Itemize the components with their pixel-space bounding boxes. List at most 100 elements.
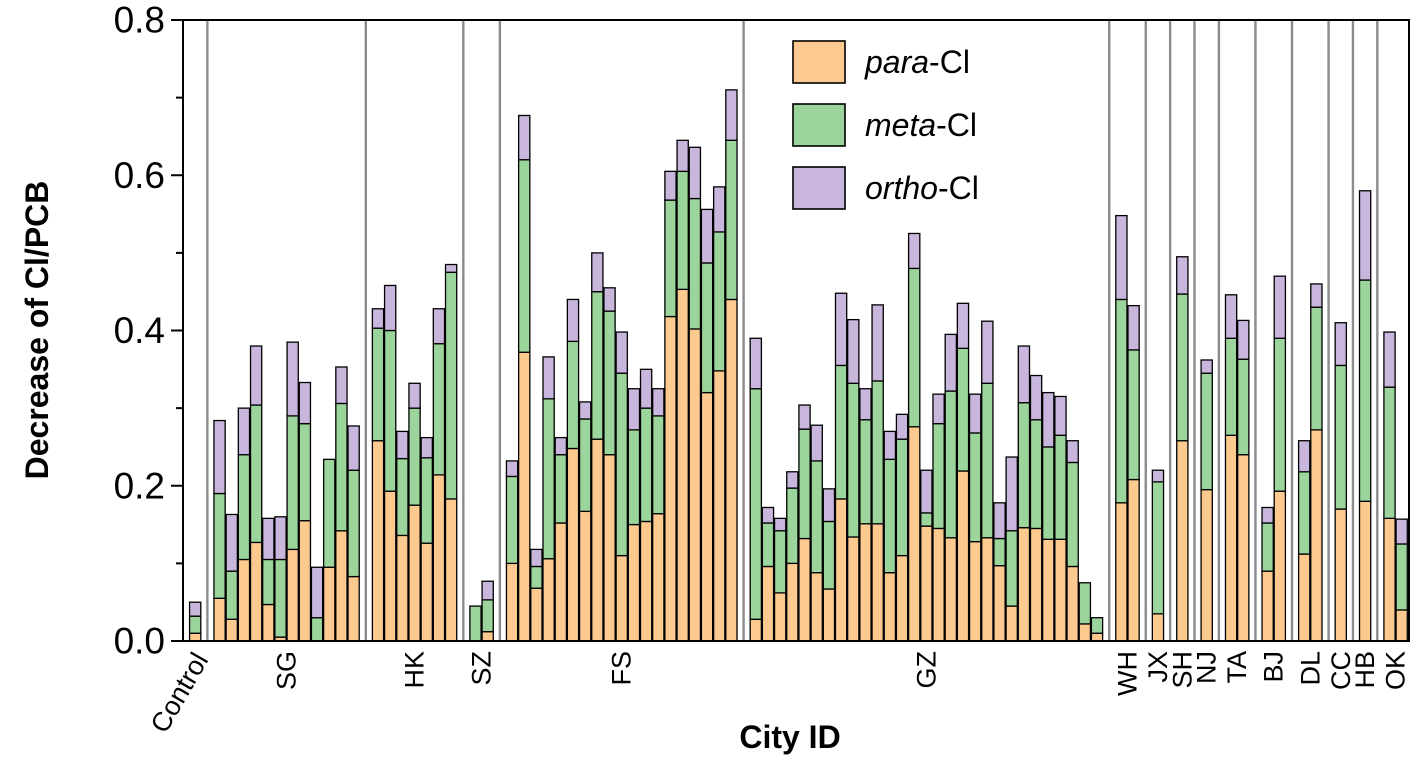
bar-fs-10-ortho	[615, 331, 628, 374]
bar-fs-18-meta	[712, 231, 726, 372]
bar-sg-10-para	[322, 566, 336, 642]
bar-gz-7-ortho	[822, 488, 836, 523]
bar-sg-7-para	[286, 548, 299, 642]
bar-hk-5-meta	[420, 457, 433, 544]
bar-fs-14-ortho	[664, 170, 677, 201]
bar-dl-1-para	[1297, 553, 1311, 642]
bar-fs-7-para	[578, 510, 592, 642]
bar-fs-5-para	[554, 522, 568, 642]
city-label-wh: WH	[1112, 651, 1142, 696]
city-label-cc: CC	[1326, 651, 1356, 690]
bar-fs-17-para	[700, 391, 714, 642]
bar-gz-2-ortho	[761, 506, 775, 524]
bar-fs-12-ortho	[639, 368, 653, 409]
bar-gz-12-ortho	[883, 430, 897, 461]
bar-ok-1-para	[1383, 517, 1396, 642]
bar-hk-1-meta	[371, 327, 385, 442]
bar-fs-2-ortho	[517, 114, 531, 161]
bar-gz-9-ortho	[847, 318, 860, 384]
bar-fs-19-meta	[725, 139, 738, 301]
y-axis-title: Decrease of Cl/PCB	[19, 181, 55, 480]
bar-gz-2-para	[761, 565, 775, 642]
bar-wh-1-para	[1115, 502, 1128, 642]
bar-gz-11-para	[871, 523, 884, 642]
bar-sz-2-ortho	[481, 580, 494, 601]
bar-wh-1-meta	[1115, 298, 1128, 504]
bar-ta-2-para	[1237, 454, 1250, 642]
bar-control-1-para	[188, 632, 202, 642]
bar-wh-2-para	[1127, 478, 1140, 642]
bar-hk-4-meta	[408, 407, 421, 506]
bar-gz-29-para	[1090, 632, 1104, 642]
bar-fs-17-meta	[700, 262, 714, 394]
y-axis: 0.0 0.2 0.4 0.6 0.8	[114, 0, 183, 662]
bar-jx-1-meta	[1151, 481, 1165, 615]
bar-hk-7-meta	[444, 271, 458, 500]
bar-sg-12-para	[347, 575, 360, 642]
bar-fs-11-ortho	[627, 388, 641, 431]
bar-fs-3-para	[530, 587, 543, 642]
bar-gz-8-ortho	[834, 292, 848, 367]
bar-fs-18-para	[712, 370, 726, 642]
bar-sg-7-ortho	[286, 341, 299, 417]
y-tick-label: 0.6	[114, 155, 165, 196]
bar-fs-8-ortho	[591, 252, 604, 293]
bar-fs-8-para	[591, 438, 604, 642]
bar-gz-10-para	[859, 523, 872, 642]
bar-fs-5-ortho	[554, 436, 568, 456]
bar-gz-13-ortho	[895, 413, 909, 440]
bar-ok-1-meta	[1383, 386, 1396, 520]
bar-gz-29-meta	[1090, 617, 1104, 634]
city-label-sz: SZ	[467, 651, 497, 686]
bar-hk-7-ortho	[444, 263, 458, 273]
bar-fs-16-para	[688, 328, 702, 642]
bar-gz-6-ortho	[810, 424, 823, 462]
bar-hk-1-ortho	[371, 308, 385, 329]
bar-bj-1-ortho	[1261, 506, 1274, 524]
bar-sg-4-meta	[249, 404, 263, 544]
bar-gz-4-para	[786, 562, 799, 642]
bar-gz-18-meta	[956, 347, 970, 472]
bar-fs-16-ortho	[688, 146, 702, 200]
bar-fs-3-meta	[530, 565, 543, 589]
bar-fs-13-ortho	[652, 388, 665, 417]
city-label-nj: NJ	[1192, 651, 1222, 684]
bar-ok-2-meta	[1395, 543, 1408, 611]
bar-jx-1-para	[1151, 613, 1165, 642]
bar-ok-1-ortho	[1383, 331, 1396, 388]
city-label-sg: SG	[272, 651, 302, 690]
bar-gz-5-ortho	[798, 404, 811, 430]
bar-ta-1-ortho	[1224, 294, 1238, 339]
bar-gz-25-ortho	[1042, 391, 1055, 448]
bar-sg-5-meta	[262, 558, 275, 606]
city-label-sh: SH	[1167, 651, 1197, 689]
bar-gz-5-para	[798, 537, 811, 642]
bar-bj-2-ortho	[1273, 275, 1287, 339]
bar-sg-5-para	[262, 603, 275, 642]
bar-bj-2-meta	[1273, 337, 1287, 492]
bar-sg-8-para	[298, 520, 312, 642]
bar-hk-4-ortho	[408, 382, 421, 409]
bar-ta-1-para	[1224, 434, 1238, 642]
bar-gz-20-meta	[981, 382, 994, 539]
bar-fs-12-para	[639, 520, 653, 642]
bar-gz-7-meta	[822, 520, 836, 590]
legend-swatch-ortho	[792, 166, 846, 210]
bar-gz-26-ortho	[1054, 395, 1067, 436]
bar-hk-6-ortho	[432, 308, 446, 345]
bar-gz-11-meta	[871, 380, 884, 525]
bar-fs-10-para	[615, 554, 628, 642]
bar-fs-4-meta	[542, 398, 555, 560]
bar-gz-8-para	[834, 498, 848, 642]
bar-sg-3-meta	[237, 454, 251, 561]
legend: para-Cl meta-Cl ortho-Cl	[792, 40, 979, 210]
bar-gz-16-para	[932, 527, 945, 642]
bar-hk-6-para	[432, 474, 446, 642]
city-label-ta: TA	[1222, 651, 1252, 684]
city-label-fs: FS	[607, 651, 637, 686]
bar-fs-10-meta	[615, 372, 628, 557]
bar-sg-10-meta	[322, 458, 336, 568]
bar-fs-4-para	[542, 558, 555, 642]
bar-hk-3-ortho	[396, 430, 409, 460]
